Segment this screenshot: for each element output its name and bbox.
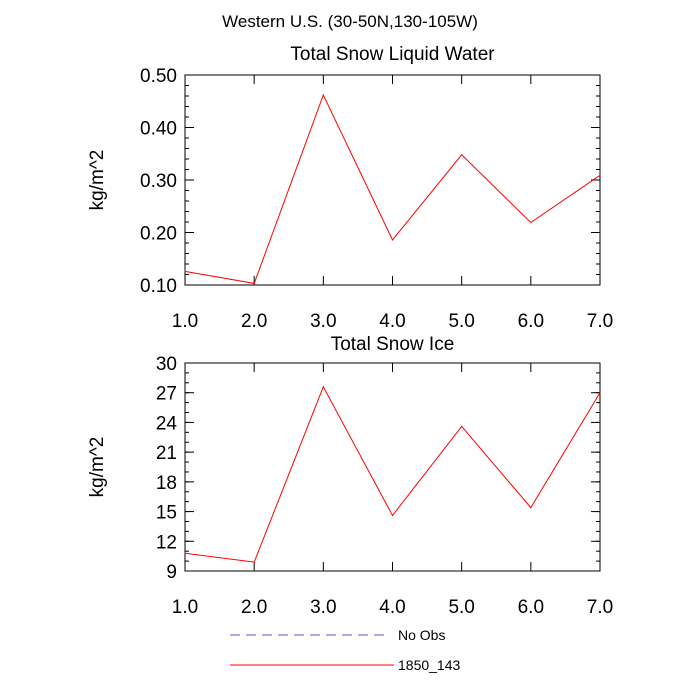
legend: No Obs 1850_143 [230, 627, 461, 673]
y-tick-label: 21 [156, 443, 177, 464]
x-tick-label: 7.0 [587, 311, 613, 332]
data-point [322, 94, 324, 96]
data-point [322, 386, 324, 388]
x-tick-label: 2.0 [241, 597, 267, 618]
data-point [391, 514, 394, 517]
panel-title: Total Snow Liquid Water [290, 44, 495, 65]
x-tick-label: 4.0 [379, 597, 405, 618]
plot-frame [184, 362, 601, 572]
data-point [253, 561, 255, 563]
y-axis-label: kg/m^2 [87, 437, 108, 498]
y-tick-label: 24 [156, 413, 178, 434]
data-point [599, 392, 601, 394]
data-point [391, 239, 394, 241]
y-tick-label: 30 [156, 354, 177, 375]
y-tick-label: 0.10 [140, 276, 177, 297]
data-point [530, 221, 532, 224]
x-tick-label: 6.0 [518, 311, 544, 332]
y-tick-label: 12 [156, 532, 177, 553]
x-tick-label: 3.0 [310, 597, 336, 618]
x-tick-label: 5.0 [448, 311, 474, 332]
legend-label-no-obs: No Obs [398, 627, 445, 643]
y-tick-label: 0.20 [140, 224, 177, 245]
data-point [530, 507, 532, 509]
y-axis-label: kg/m^2 [87, 150, 108, 211]
x-tick-label: 5.0 [448, 597, 474, 618]
x-tick-label: 1.0 [172, 311, 198, 332]
panel-snow-ice: Total Snow Ice 9 12 15 18 21 24 27 30 1.0 2.0 3.0 4.… [87, 334, 613, 618]
data-point [184, 270, 186, 272]
data-point [461, 425, 463, 427]
y-tick-label: 0.40 [140, 119, 177, 140]
y-tick-label: 0.50 [140, 66, 177, 87]
y-tick-label: 18 [156, 473, 177, 494]
panel-title: Total Snow Ice [331, 334, 455, 355]
data-point [253, 282, 255, 285]
legend-label-1850-143: 1850_143 [398, 657, 461, 673]
series-line-1850-143 [184, 385, 601, 563]
data-point [461, 154, 463, 156]
x-tick-label: 6.0 [518, 597, 544, 618]
x-tick-label: 7.0 [587, 597, 613, 618]
y-tick-label: 0.30 [140, 171, 177, 192]
plot-frame [184, 74, 601, 286]
x-tick-label: 4.0 [379, 311, 405, 332]
y-tick-label: 15 [156, 503, 177, 524]
x-tick-label: 1.0 [172, 597, 198, 618]
y-tick-label: 9 [166, 562, 177, 583]
y-tick-label: 27 [156, 384, 177, 405]
x-tick-label: 3.0 [310, 311, 336, 332]
data-point [599, 174, 601, 176]
x-tick-label: 2.0 [241, 311, 267, 332]
panel-snow-liquid-water: Total Snow Liquid Water 0.10 0.20 0.30 0.40 0… [87, 44, 613, 332]
series-line-1850-143 [184, 93, 601, 284]
data-point [184, 552, 186, 554]
figure-title: Western U.S. (30-50N,130-105W) [222, 12, 478, 31]
